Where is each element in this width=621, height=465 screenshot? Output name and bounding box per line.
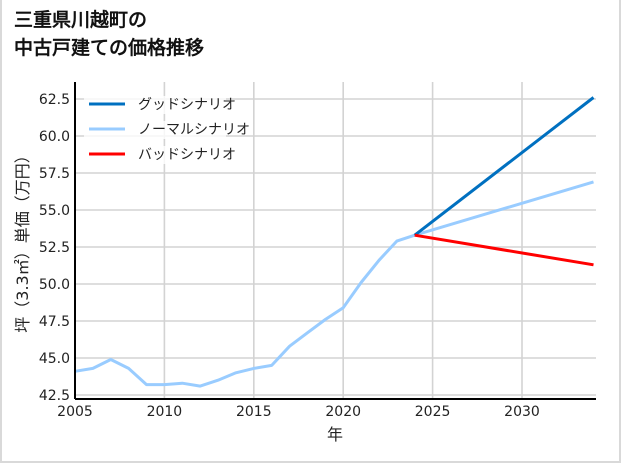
y-tick-label: 42.5 (39, 388, 70, 404)
legend-label: ノーマルシナリオ (138, 122, 250, 138)
y-tick-label: 50.0 (39, 277, 70, 293)
legend-bg (84, 121, 226, 139)
legend-label: バッドシナリオ (138, 147, 236, 163)
series-line (74, 180, 594, 388)
series-line (413, 96, 595, 237)
legend-label: グッドシナリオ (138, 97, 236, 113)
x-tick-label: 2005 (57, 404, 93, 420)
axes (74, 82, 596, 400)
y-tick-label: 60.0 (39, 129, 70, 145)
x-tick-label: 2030 (504, 404, 540, 420)
series-line (414, 233, 594, 267)
title-line-1: 三重県川越町の (14, 9, 148, 31)
title-line-2: 中古戸建ての価格推移 (14, 37, 205, 59)
tick-labels: 42.5 45.0 47.5 50.0 52.5 55.0 57.5 60.0 62.5 2005… (39, 92, 540, 420)
x-tick-label: 2010 (147, 404, 183, 420)
y-tick-label: 52.5 (39, 240, 70, 256)
y-tick-label: 62.5 (39, 92, 70, 108)
x-axis-label: 年 (327, 425, 343, 444)
series-lines (74, 96, 595, 388)
y-tick-label: 45.0 (39, 351, 70, 367)
y-tick-label: 57.5 (39, 166, 70, 182)
legend-bg (84, 96, 226, 114)
y-axis-label: 坪（3.3㎡）単価（万円） (13, 147, 32, 332)
x-tick-label: 2025 (415, 404, 451, 420)
legend-bg (84, 146, 226, 164)
x-tick-label: 2015 (236, 404, 272, 420)
y-tick-label: 47.5 (39, 314, 70, 330)
x-tick-label: 2020 (325, 404, 361, 420)
chart-title: 三重県川越町の中古戸建ての価格推移 (14, 6, 204, 62)
y-tick-label: 55.0 (39, 203, 70, 219)
